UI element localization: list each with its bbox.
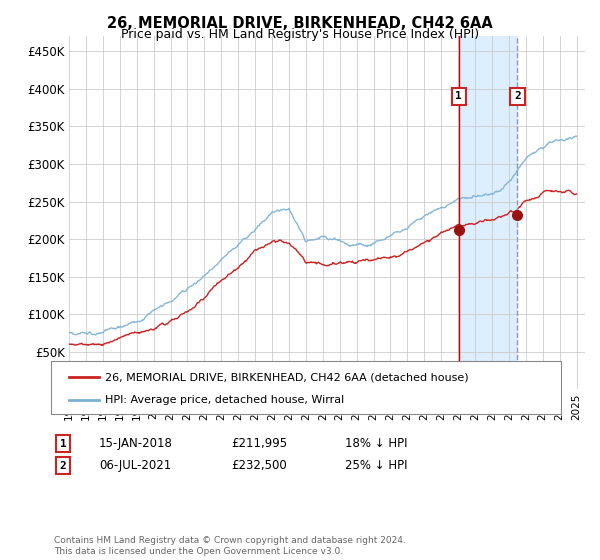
Text: 1: 1 (59, 438, 67, 449)
Text: £211,995: £211,995 (231, 437, 287, 450)
Text: 06-JUL-2021: 06-JUL-2021 (99, 459, 171, 473)
Text: 2: 2 (514, 91, 521, 101)
Text: 1: 1 (455, 91, 462, 101)
Text: £232,500: £232,500 (231, 459, 287, 473)
Text: 15-JAN-2018: 15-JAN-2018 (99, 437, 173, 450)
Text: Price paid vs. HM Land Registry's House Price Index (HPI): Price paid vs. HM Land Registry's House … (121, 28, 479, 41)
Text: 18% ↓ HPI: 18% ↓ HPI (345, 437, 407, 450)
Text: HPI: Average price, detached house, Wirral: HPI: Average price, detached house, Wirr… (105, 395, 344, 405)
Text: 25% ↓ HPI: 25% ↓ HPI (345, 459, 407, 473)
Text: 26, MEMORIAL DRIVE, BIRKENHEAD, CH42 6AA: 26, MEMORIAL DRIVE, BIRKENHEAD, CH42 6AA (107, 16, 493, 31)
Bar (459, 36, 517, 389)
Text: 2: 2 (59, 461, 67, 471)
Text: 26, MEMORIAL DRIVE, BIRKENHEAD, CH42 6AA (detached house): 26, MEMORIAL DRIVE, BIRKENHEAD, CH42 6AA… (105, 372, 469, 382)
Text: Contains HM Land Registry data © Crown copyright and database right 2024.
This d: Contains HM Land Registry data © Crown c… (54, 536, 406, 556)
